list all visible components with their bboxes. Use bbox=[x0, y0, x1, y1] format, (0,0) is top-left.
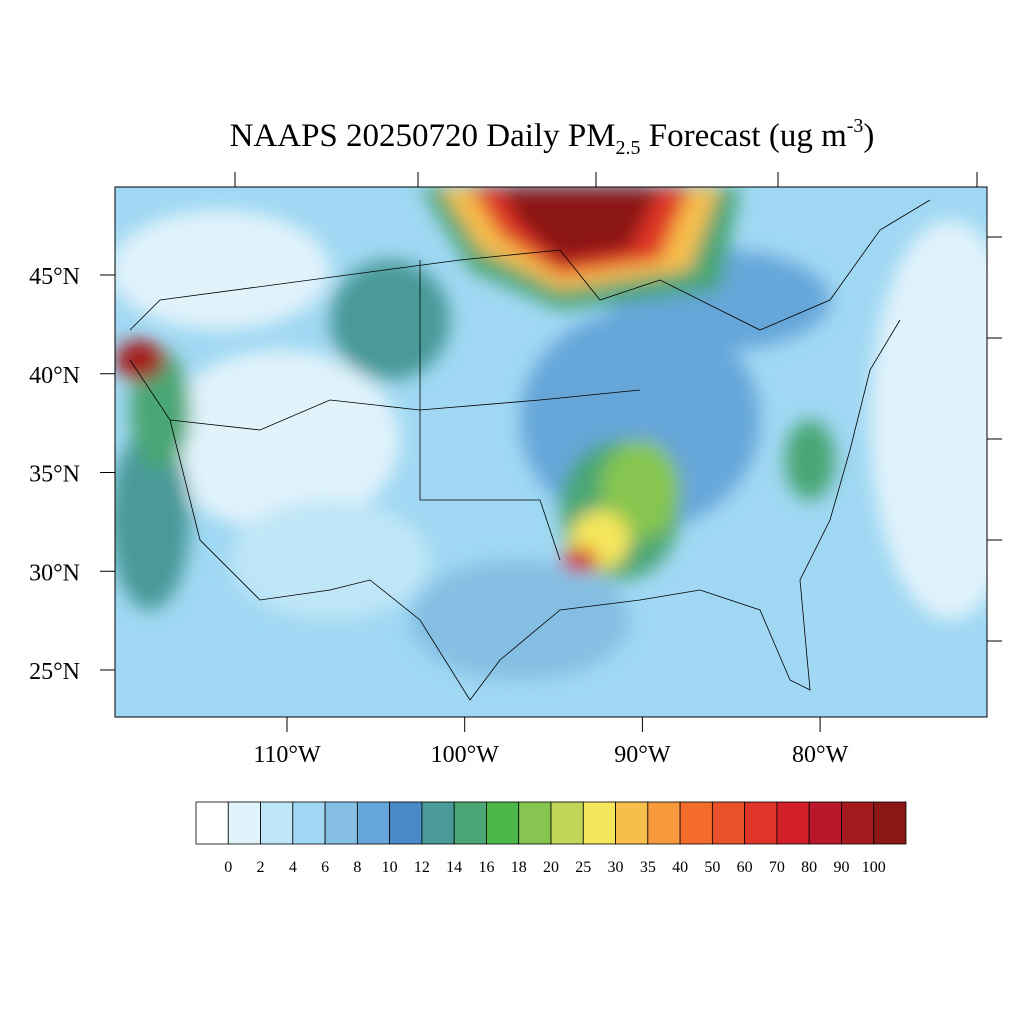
title-main: NAAPS 20250720 Daily PM bbox=[230, 118, 616, 154]
color-box bbox=[453, 801, 487, 845]
color-box bbox=[195, 801, 229, 845]
lat-tick-label: 35°N bbox=[29, 462, 80, 488]
frame-ticks bbox=[234, 172, 1002, 642]
colorbar-label: 40 bbox=[672, 859, 688, 876]
colorbar-label: 2 bbox=[257, 859, 265, 876]
lat-tick-label: 25°N bbox=[29, 659, 80, 685]
lat-tick-label: 45°N bbox=[29, 264, 80, 290]
color-box bbox=[808, 801, 842, 845]
color-box bbox=[873, 801, 907, 845]
colorbar-label: 0 bbox=[224, 859, 232, 876]
colorbar-label: 16 bbox=[478, 859, 494, 876]
colorbar-label: 6 bbox=[321, 859, 329, 876]
map-field bbox=[115, 187, 987, 717]
colorbar-label: 4 bbox=[289, 859, 297, 876]
colorbar-label: 90 bbox=[833, 859, 849, 876]
colorbar-label: 10 bbox=[382, 859, 398, 876]
color-box bbox=[486, 801, 520, 845]
color-box bbox=[518, 801, 552, 845]
colorbar-label: 100 bbox=[862, 859, 886, 876]
colorbar-label: 14 bbox=[446, 859, 462, 876]
title-superscript: -3 bbox=[847, 115, 864, 137]
map-frame bbox=[114, 186, 988, 718]
color-box bbox=[421, 801, 455, 845]
colorbar-label: 25 bbox=[575, 859, 591, 876]
color-box bbox=[711, 801, 746, 845]
color-box bbox=[389, 801, 423, 845]
color-box bbox=[292, 801, 326, 845]
colorbar-label: 20 bbox=[543, 859, 559, 876]
colorbar-label: 35 bbox=[640, 859, 656, 876]
colorbar-label: 8 bbox=[353, 859, 361, 876]
color-box bbox=[615, 801, 649, 845]
color-box bbox=[776, 801, 810, 845]
color-box bbox=[582, 801, 616, 845]
lat-tick-label: 40°N bbox=[29, 363, 80, 389]
color-box bbox=[647, 801, 681, 845]
colorbar-label: 12 bbox=[414, 859, 430, 876]
lon-tick-label: 80°W bbox=[792, 742, 849, 768]
lon-tick-label: 110°W bbox=[253, 742, 321, 768]
color-box bbox=[227, 801, 261, 845]
title-close: ) bbox=[863, 118, 874, 154]
colorbar-label: 50 bbox=[704, 859, 720, 876]
colorbar-label: 60 bbox=[737, 859, 753, 876]
colorbar-label: 70 bbox=[769, 859, 785, 876]
title-rest: Forecast (ug m bbox=[641, 118, 848, 154]
lon-tick-label: 90°W bbox=[614, 742, 671, 768]
title-subscript: 2.5 bbox=[616, 137, 641, 159]
colorbar-label: 30 bbox=[608, 859, 624, 876]
color-box bbox=[744, 801, 778, 845]
color-box bbox=[324, 801, 358, 845]
colorbar: 0 2 4 6 8 10 12 14 16 18 20 25 30 35 40 50 60 70 80 90 100 bbox=[195, 801, 907, 876]
lat-tick-label: 30°N bbox=[29, 560, 80, 586]
color-box bbox=[841, 801, 875, 845]
axes: 45°N 40°N 35°N 30°N 25°N 110°W 100°W 90°W 80°W bbox=[29, 264, 849, 768]
colorbar-label: 80 bbox=[801, 859, 817, 876]
color-box bbox=[550, 801, 584, 845]
colorbar-label: 18 bbox=[511, 859, 527, 876]
color-box bbox=[356, 801, 391, 845]
lon-tick-label: 100°W bbox=[431, 742, 500, 768]
color-box bbox=[260, 801, 294, 845]
color-box bbox=[679, 801, 713, 845]
title: NAAPS 20250720 Daily PM2.5 Forecast (ug … bbox=[230, 115, 875, 159]
